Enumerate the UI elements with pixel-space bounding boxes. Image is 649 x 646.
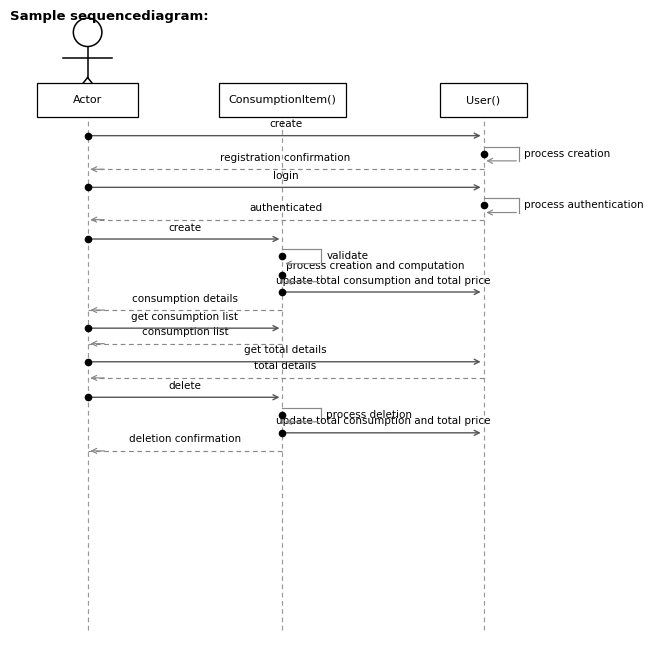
Text: process authentication: process authentication	[524, 200, 644, 211]
Text: get total details: get total details	[244, 346, 327, 355]
Text: update total consumption and total price: update total consumption and total price	[276, 417, 490, 426]
Text: process creation and computation: process creation and computation	[286, 262, 464, 271]
FancyBboxPatch shape	[440, 83, 527, 117]
Text: validate: validate	[326, 251, 369, 262]
Text: registration confirmation: registration confirmation	[221, 153, 350, 163]
Text: consumption list: consumption list	[141, 328, 228, 337]
Text: Actor: Actor	[73, 95, 103, 105]
Text: process creation: process creation	[524, 149, 611, 159]
Text: Sample sequencediagram:: Sample sequencediagram:	[10, 10, 208, 23]
Text: total details: total details	[254, 362, 317, 371]
Text: deletion confirmation: deletion confirmation	[129, 435, 241, 444]
Text: authenticated: authenticated	[249, 203, 322, 213]
FancyBboxPatch shape	[219, 83, 345, 117]
Text: ConsumptionItem(): ConsumptionItem()	[228, 95, 336, 105]
Text: login: login	[273, 171, 299, 181]
FancyBboxPatch shape	[38, 83, 138, 117]
Text: process deletion: process deletion	[326, 410, 413, 420]
Text: get consumption list: get consumption list	[132, 312, 238, 322]
Text: create: create	[168, 223, 202, 233]
Text: consumption details: consumption details	[132, 294, 238, 304]
Text: delete: delete	[169, 381, 201, 391]
Text: User(): User()	[467, 95, 500, 105]
Text: update total consumption and total price: update total consumption and total price	[276, 276, 490, 286]
Text: create: create	[269, 120, 302, 129]
